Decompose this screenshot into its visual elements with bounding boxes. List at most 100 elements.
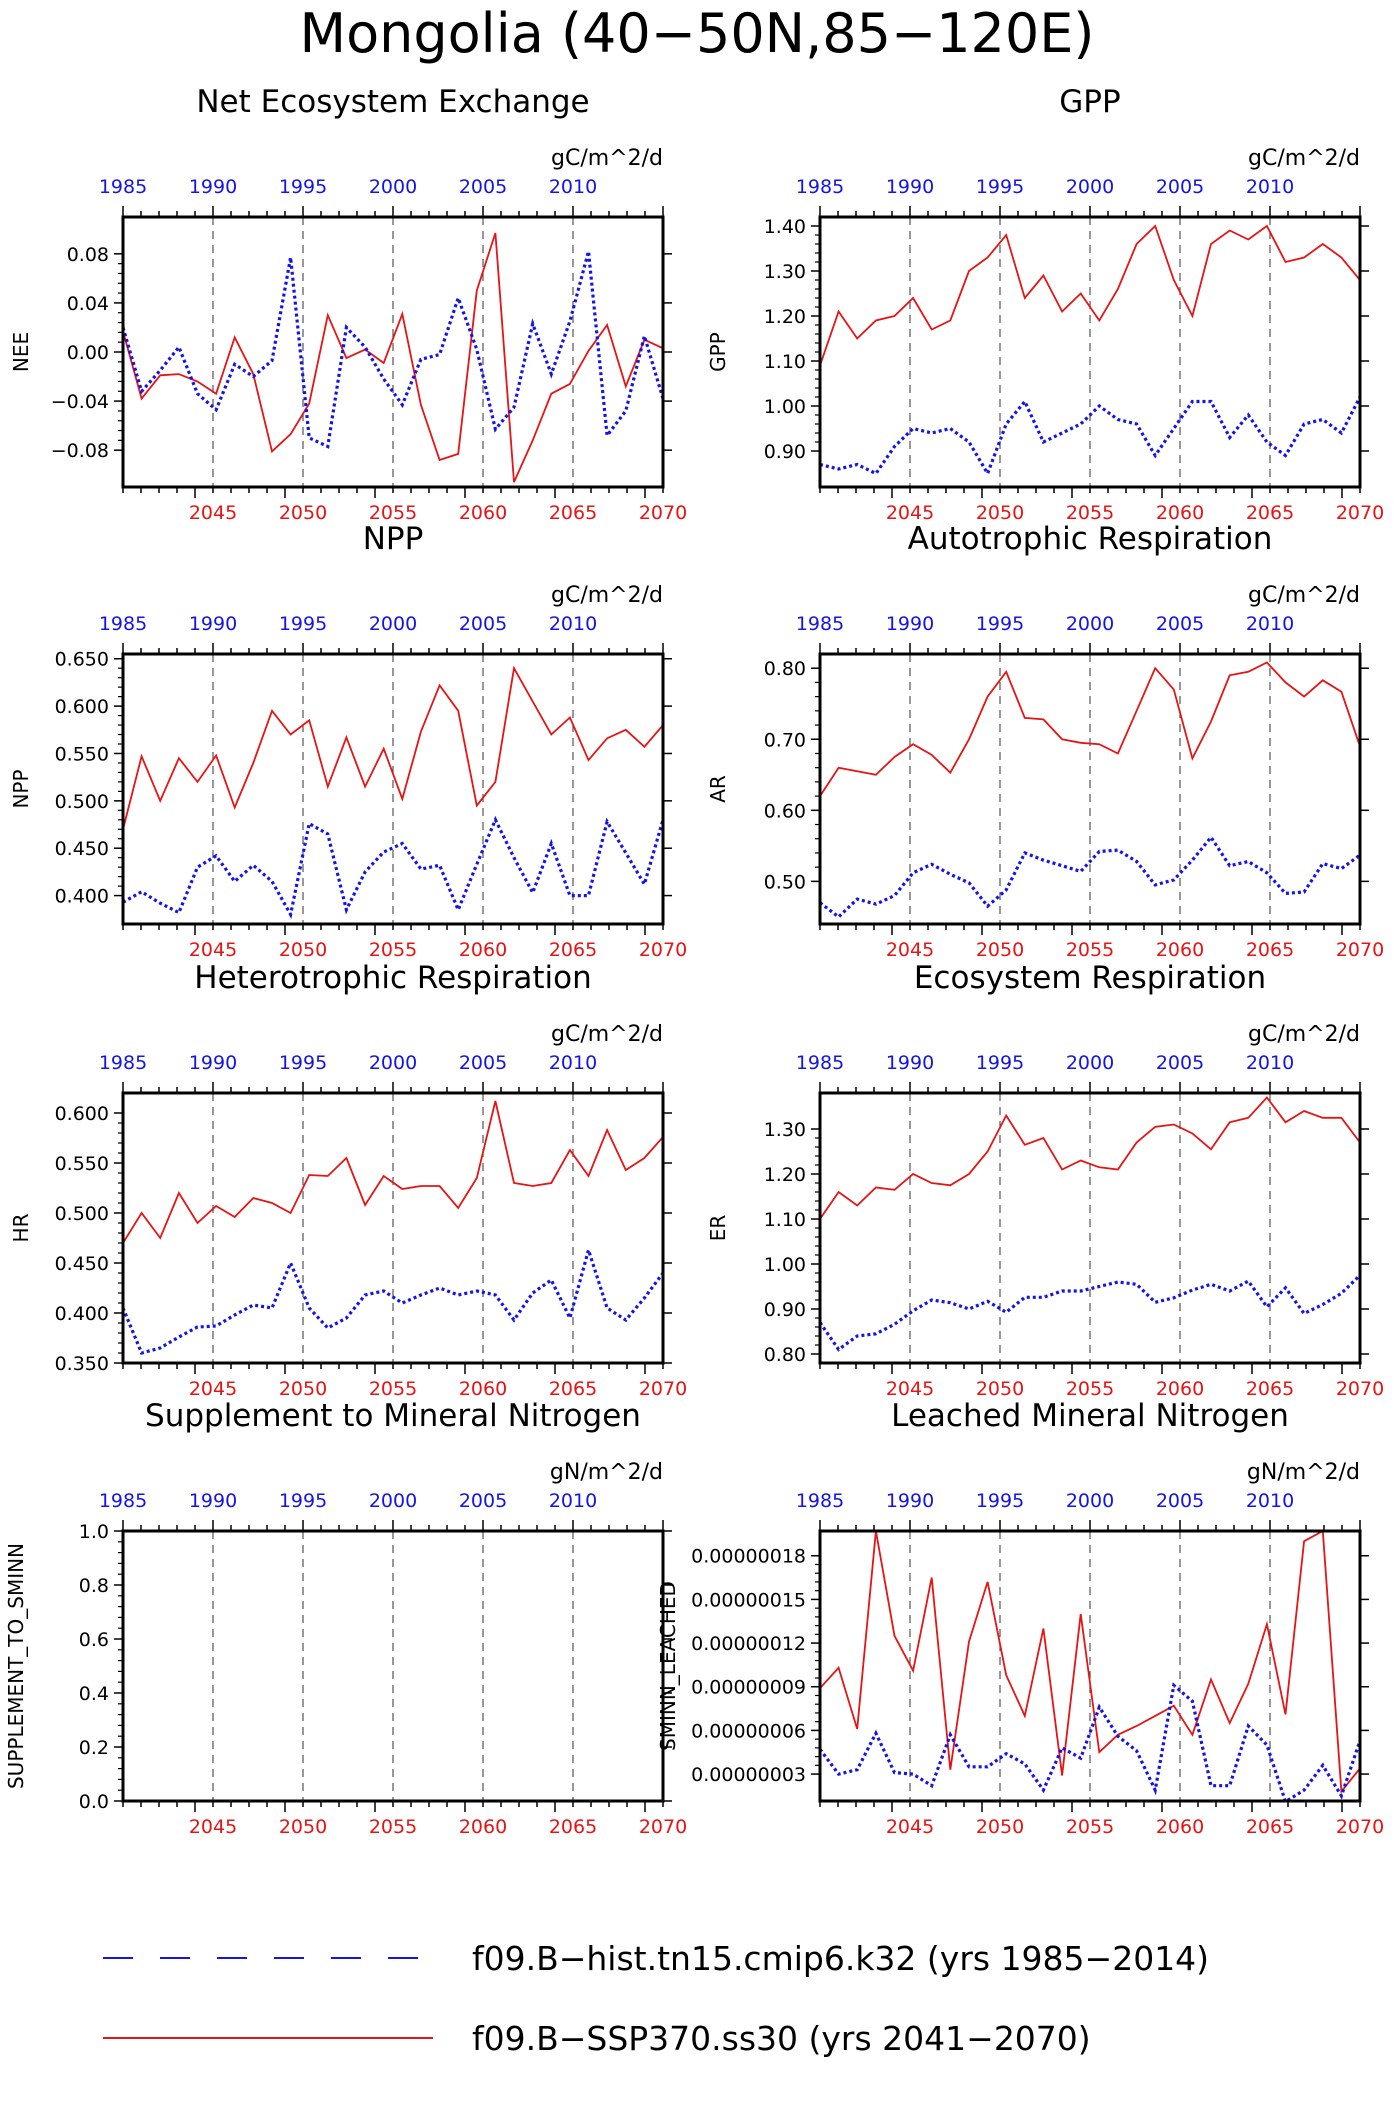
chart-panel: Heterotrophic Respiration gC/m^2/d 1985 199… [9, 960, 687, 1400]
bottom-tick-label: 2060 [459, 939, 507, 961]
top-tick-label: 1985 [99, 1490, 147, 1512]
plot-frame [121, 215, 665, 489]
plot-frame [121, 1529, 665, 1803]
top-tick-label: 1990 [189, 613, 237, 635]
bottom-tick-label: 2070 [639, 1378, 687, 1400]
top-tick-label: 2010 [549, 176, 597, 198]
y-tick-label: 0.350 [55, 1353, 109, 1375]
chart-title: Net Ecosystem Exchange [196, 84, 589, 120]
bottom-tick-label: 2060 [1156, 939, 1204, 961]
plot-frame [818, 652, 1362, 926]
bottom-tick-label: 2050 [976, 502, 1024, 524]
top-tick-label: 1985 [796, 613, 844, 635]
units-label: gC/m^2/d [1248, 583, 1360, 608]
top-tick-label: 2000 [1066, 1490, 1114, 1512]
bottom-tick-label: 2065 [549, 939, 597, 961]
bottom-tick-label: 2070 [639, 1816, 687, 1838]
y-axis-label: AR [706, 775, 730, 803]
y-axis-label: NEE [9, 332, 33, 372]
y-tick-label: 0.04 [67, 293, 109, 315]
hist-series-line [123, 815, 663, 920]
y-tick-label: 1.10 [764, 1209, 806, 1231]
bottom-tick-label: 2055 [369, 1378, 417, 1400]
y-tick-label: −0.08 [51, 440, 109, 462]
y-tick-label: 0.80 [764, 658, 806, 680]
chart-title: GPP [1059, 84, 1120, 120]
legend: f09.B−hist.tn15.cmip6.k32 (yrs 1985−2014… [103, 1939, 1209, 2058]
ssp-series-line [820, 224, 1360, 366]
bottom-tick-label: 2060 [459, 1816, 507, 1838]
y-tick-label: 0.8 [79, 1575, 109, 1597]
top-tick-label: 1995 [279, 613, 327, 635]
plot-frame [818, 1091, 1362, 1365]
y-tick-label: 0.90 [764, 1299, 806, 1321]
top-tick-label: 2000 [1066, 176, 1114, 198]
units-label: gC/m^2/d [551, 1022, 663, 1047]
y-tick-label: 0.00000018 [691, 1546, 806, 1568]
hist-series-line [820, 1682, 1360, 1801]
y-tick-label: 0.70 [764, 729, 806, 751]
bottom-tick-label: 2060 [1156, 1378, 1204, 1400]
top-tick-label: 1995 [279, 1052, 327, 1074]
top-tick-label: 2005 [459, 176, 507, 198]
bottom-tick-label: 2050 [279, 502, 327, 524]
top-tick-label: 2005 [459, 1490, 507, 1512]
y-tick-label: 1.30 [764, 261, 806, 283]
bottom-tick-label: 2065 [549, 1816, 597, 1838]
bottom-tick-label: 2065 [549, 1378, 597, 1400]
bottom-tick-label: 2070 [1336, 939, 1384, 961]
y-tick-label: 1.40 [764, 216, 806, 238]
top-tick-label: 1990 [886, 176, 934, 198]
figure-title: Mongolia (40−50N,85−120E) [300, 2, 1095, 65]
bottom-tick-label: 2065 [549, 502, 597, 524]
chart-title: Ecosystem Respiration [914, 960, 1266, 996]
top-tick-label: 2000 [1066, 1052, 1114, 1074]
top-tick-label: 1995 [976, 1052, 1024, 1074]
top-tick-label: 2010 [1246, 1052, 1294, 1074]
top-tick-label: 2005 [1156, 176, 1204, 198]
y-tick-label: 0.60 [764, 800, 806, 822]
top-tick-label: 1985 [796, 1490, 844, 1512]
bottom-tick-label: 2065 [1246, 1378, 1294, 1400]
top-tick-label: 1985 [796, 1052, 844, 1074]
y-tick-label: 0.00000009 [691, 1677, 806, 1699]
hist-series-line [820, 1274, 1360, 1352]
y-tick-label: 0.450 [55, 1253, 109, 1275]
chart-title: NPP [363, 521, 424, 557]
top-tick-label: 2010 [549, 1490, 597, 1512]
bottom-tick-label: 2070 [639, 939, 687, 961]
chart-title: Heterotrophic Respiration [194, 960, 591, 996]
bottom-tick-label: 2045 [886, 502, 934, 524]
top-tick-label: 2005 [1156, 1490, 1204, 1512]
legend-label: f09.B−hist.tn15.cmip6.k32 (yrs 1985−2014… [472, 1939, 1209, 1978]
y-axis-label: GPP [706, 332, 730, 372]
units-label: gC/m^2/d [551, 146, 663, 171]
y-tick-label: 0.4 [79, 1683, 109, 1705]
ssp-series-line [820, 1531, 1360, 1794]
hist-series-line [820, 834, 1360, 920]
top-tick-label: 2010 [1246, 1490, 1294, 1512]
bottom-tick-label: 2050 [279, 939, 327, 961]
y-tick-label: 0.0 [79, 1791, 109, 1813]
bottom-tick-label: 2045 [189, 939, 237, 961]
bottom-tick-label: 2070 [639, 502, 687, 524]
y-tick-label: 0.00000006 [691, 1720, 806, 1742]
hist-series-line [123, 250, 663, 449]
y-tick-label: 1.00 [764, 1254, 806, 1276]
bottom-tick-label: 2050 [279, 1378, 327, 1400]
plot-frame [818, 1529, 1362, 1803]
bottom-tick-label: 2065 [1246, 1816, 1294, 1838]
bottom-tick-label: 2070 [1336, 1816, 1384, 1838]
y-tick-label: 0.2 [79, 1737, 109, 1759]
top-tick-label: 1990 [189, 1052, 237, 1074]
units-label: gC/m^2/d [551, 583, 663, 608]
bottom-tick-label: 2045 [189, 1378, 237, 1400]
y-axis-label: ER [706, 1215, 730, 1242]
top-tick-label: 1985 [99, 176, 147, 198]
chart-panel: Leached Mineral Nitrogen gN/m^2/d 1985 1990… [656, 1398, 1384, 1838]
chart-panel: Supplement to Mineral Nitrogen gN/m^2/d 19… [4, 1398, 687, 1838]
top-tick-label: 1990 [189, 176, 237, 198]
bottom-tick-label: 2045 [886, 1378, 934, 1400]
top-tick-label: 1990 [886, 1052, 934, 1074]
chart-panel: Ecosystem Respiration gC/m^2/d 1985 1990 199… [706, 960, 1384, 1400]
